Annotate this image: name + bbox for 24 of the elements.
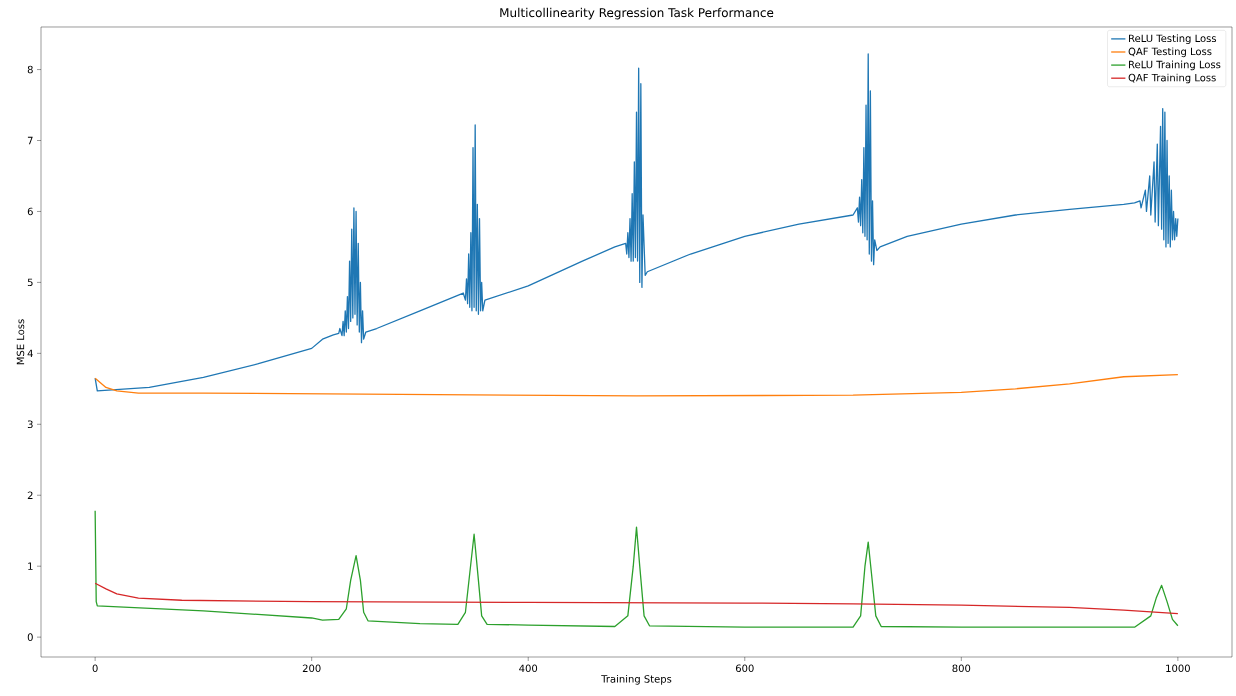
y-tick-label: 3 <box>27 420 33 429</box>
legend-label: QAF Training Loss <box>1128 73 1216 84</box>
y-tick-label: 4 <box>27 349 33 357</box>
legend-label: QAF Testing Loss <box>1128 47 1212 58</box>
y-axis-title: MSE Loss <box>16 319 25 365</box>
x-tick-label: 800 <box>952 664 971 673</box>
x-tick-label: 400 <box>519 664 538 673</box>
x-axis-title: Training Steps <box>601 674 672 685</box>
y-tick-label: 5 <box>27 278 33 287</box>
x-tick-label: 600 <box>735 664 754 673</box>
chart-title: Multicollinearity Regression Task Performance <box>500 7 774 20</box>
y-tick-label: 8 <box>27 65 33 74</box>
legend-label: ReLU Testing Loss <box>1129 34 1217 45</box>
line-series <box>94 582 1179 615</box>
x-tick-label: 1000 <box>1166 664 1190 673</box>
legend-label: ReLU Training Loss <box>1129 60 1221 71</box>
y-tick-label: 7 <box>27 136 33 145</box>
y-tick-label: 0 <box>27 633 33 641</box>
y-tick-label: 2 <box>27 491 33 499</box>
x-tick-label: 200 <box>302 664 321 673</box>
x-tick-label: 0 <box>92 664 98 673</box>
y-tick-label: 6 <box>27 207 33 216</box>
line-series <box>94 510 1179 628</box>
y-tick-label: 1 <box>28 562 33 570</box>
